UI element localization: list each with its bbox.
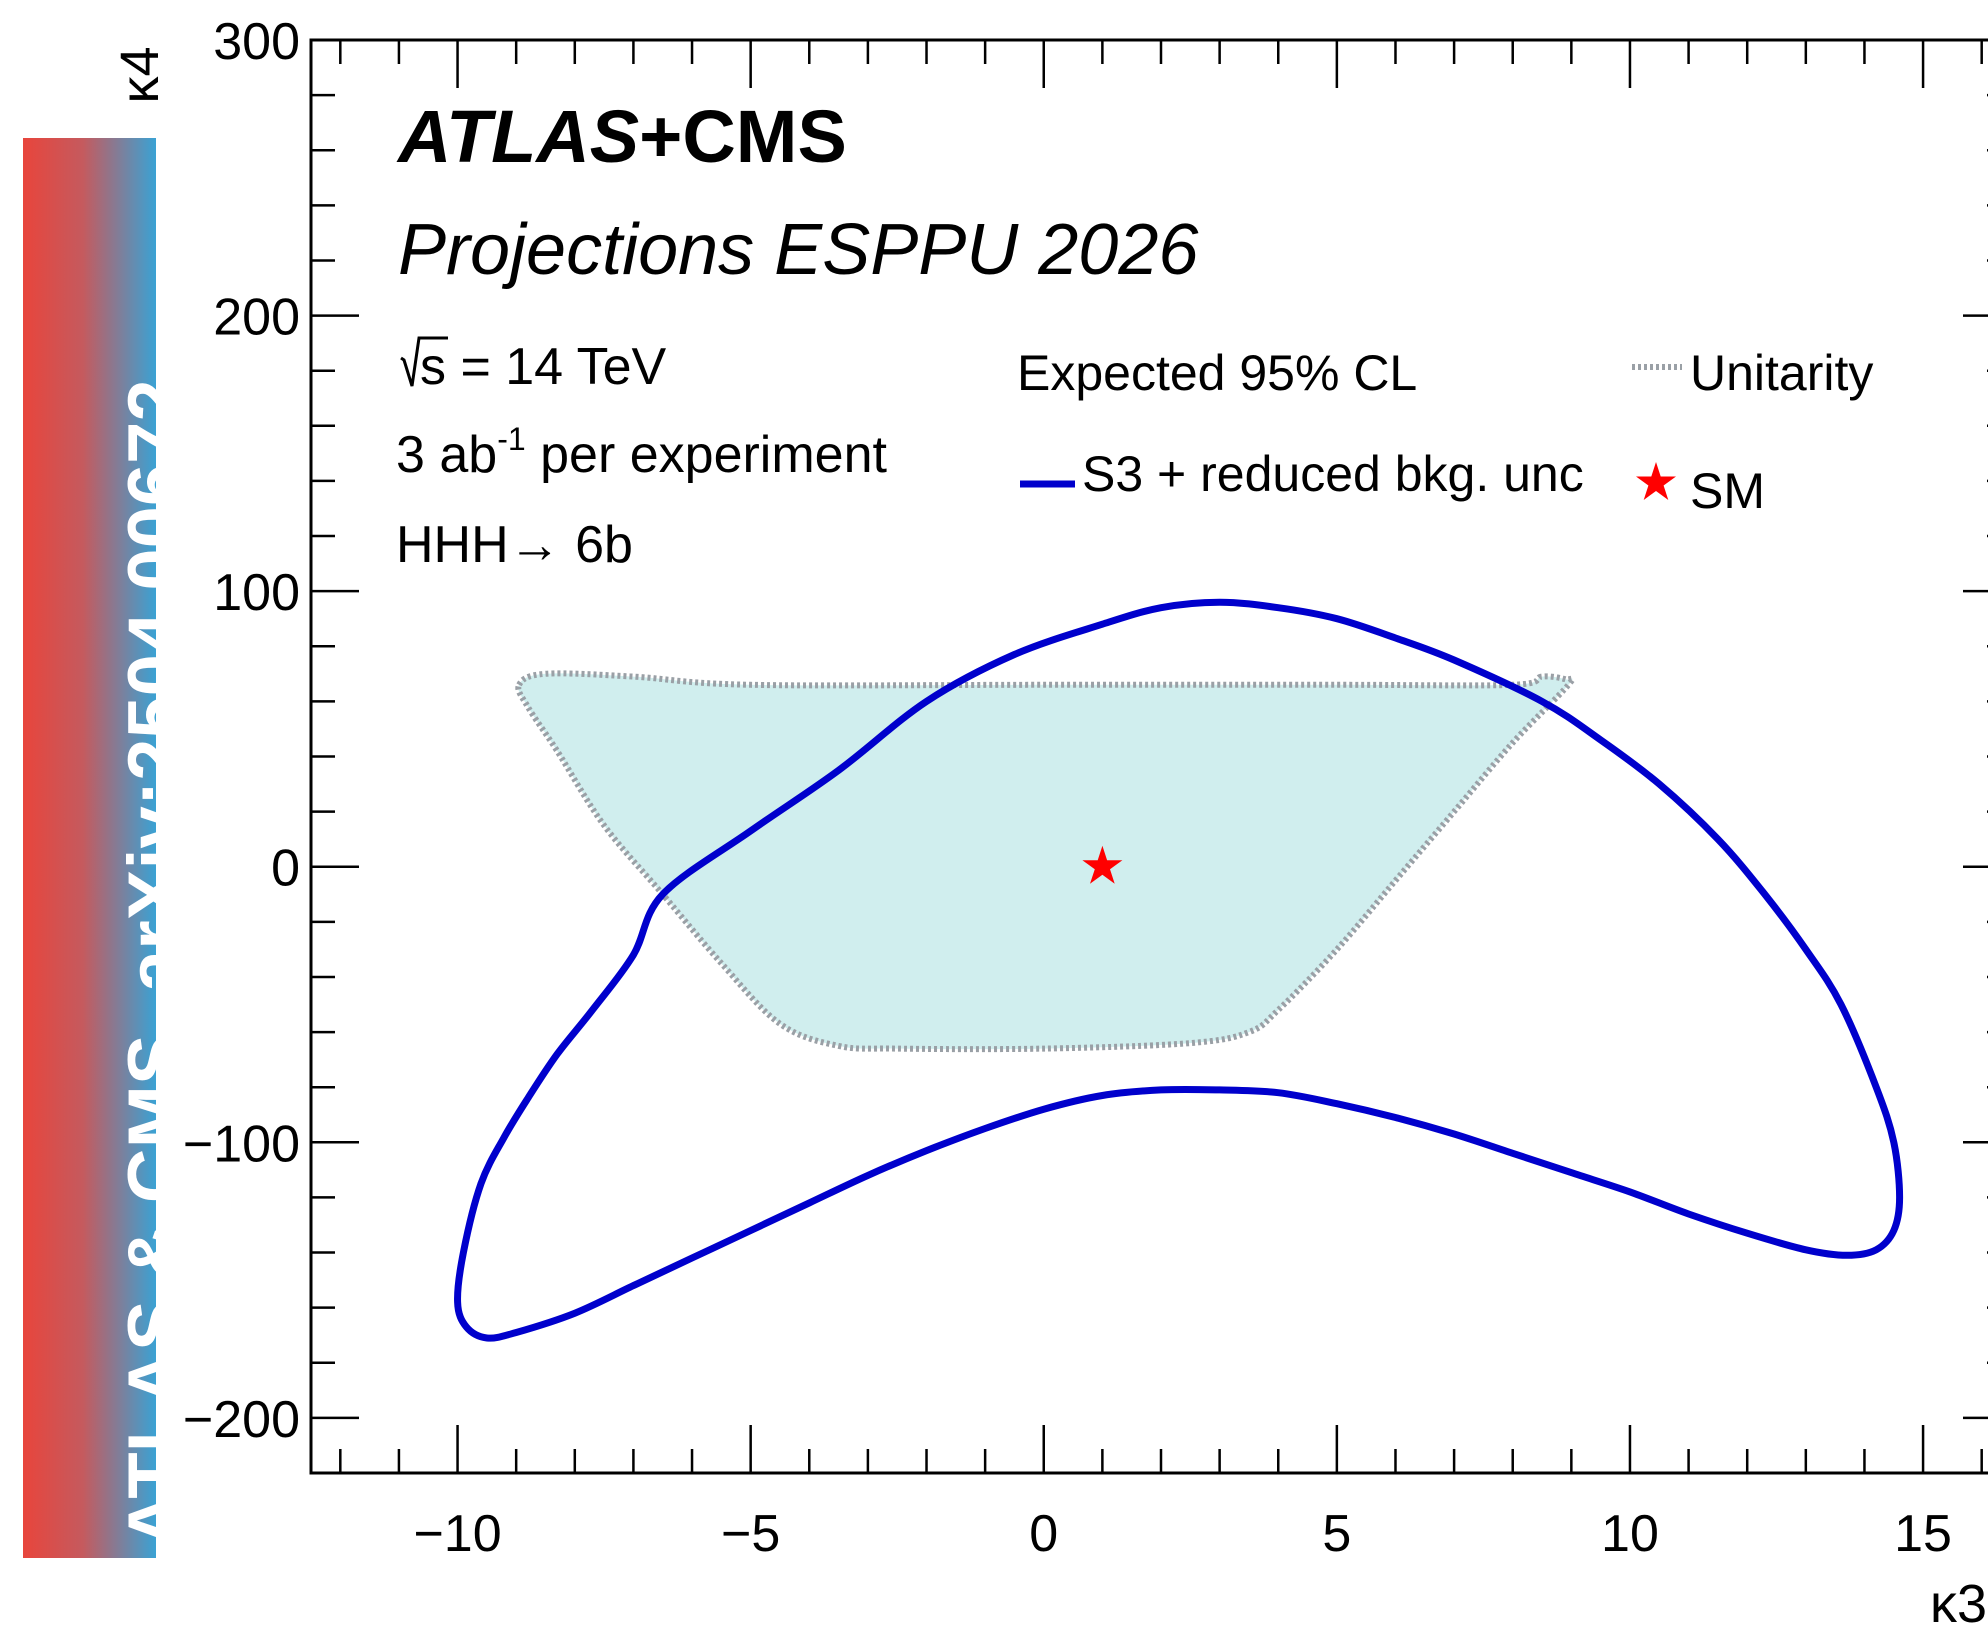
- experiment-bold-label: ATLAS: [396, 95, 639, 178]
- y-tick-label: −200: [183, 1391, 300, 1449]
- x-tick-label: 10: [1601, 1505, 1659, 1563]
- sm-star-marker: [1082, 845, 1123, 884]
- legend-contour-clip: S3 + reduced bkg. unc: [1082, 446, 1584, 502]
- projection-label: Projections ESPPU 2026: [398, 210, 1199, 290]
- x-tick-label: 0: [1029, 1505, 1058, 1563]
- legend-unitarity-label: Unitarity: [1690, 345, 1873, 401]
- y-tick-label: 300: [213, 13, 300, 71]
- sqrt-s-annotation: s = 14 TeV: [400, 336, 667, 396]
- x-tick-label: 15: [1894, 1505, 1952, 1563]
- y-tick-label: −100: [183, 1115, 300, 1173]
- legend-contour-label: S3 + reduced bkg. unc: [1082, 446, 1584, 502]
- y-tick-label: 100: [213, 564, 300, 622]
- legend-sm-label: SM: [1690, 463, 1765, 519]
- legend: Expected 95% CL Unitarity S3 + reduced b…: [1017, 345, 1873, 519]
- luminosity-label: 3 ab-1 per experiment: [396, 421, 888, 484]
- experiment-label: ATLAS+CMS: [396, 95, 847, 178]
- luminosity-suffix: per experiment: [526, 426, 888, 484]
- y-tick-label: 0: [271, 840, 300, 898]
- sqrt-s-label: s = 14 TeV: [420, 338, 667, 396]
- legend-sm-star-icon: [1636, 462, 1676, 500]
- arxiv-link[interactable]: arXiv:2504.00672: [113, 379, 198, 993]
- banner-collab-label: ATLAS & CMS,: [113, 992, 198, 1548]
- arxiv-banner: [23, 138, 156, 1558]
- sqrt-icon: [400, 336, 448, 387]
- tick-marks: [311, 38, 1988, 1475]
- experiment-rest-label: +CMS: [639, 95, 847, 178]
- x-tick-label: −5: [721, 1505, 780, 1563]
- x-tick-label: 5: [1322, 1505, 1351, 1563]
- x-tick-label: −10: [413, 1505, 501, 1563]
- luminosity-exponent: -1: [497, 421, 525, 457]
- unitarity-region-fill: [518, 673, 1573, 1050]
- y-axis-label: κ4: [110, 46, 170, 103]
- arxiv-banner-text: ATLAS & CMS, arXiv:2504.00672: [89, 148, 222, 1548]
- sm-marker-layer: [1082, 845, 1123, 884]
- x-axis-label: κ3: [1930, 1574, 1987, 1631]
- legend-header: Expected 95% CL: [1017, 345, 1417, 401]
- unitarity-boundary-line: [515, 670, 1576, 1053]
- channel-label: HHH→ 6b: [396, 516, 633, 574]
- axes: −10 −5 0 5 10 15 −200 −100 0 100 200 300: [183, 13, 1988, 1563]
- y-tick-label: 200: [213, 289, 300, 347]
- kappa-contour-line: [454, 598, 1904, 1342]
- tick-labels: −10 −5 0 5 10 15 −200 −100 0 100 200 300: [183, 13, 1952, 1563]
- luminosity-value: 3 ab: [396, 426, 497, 484]
